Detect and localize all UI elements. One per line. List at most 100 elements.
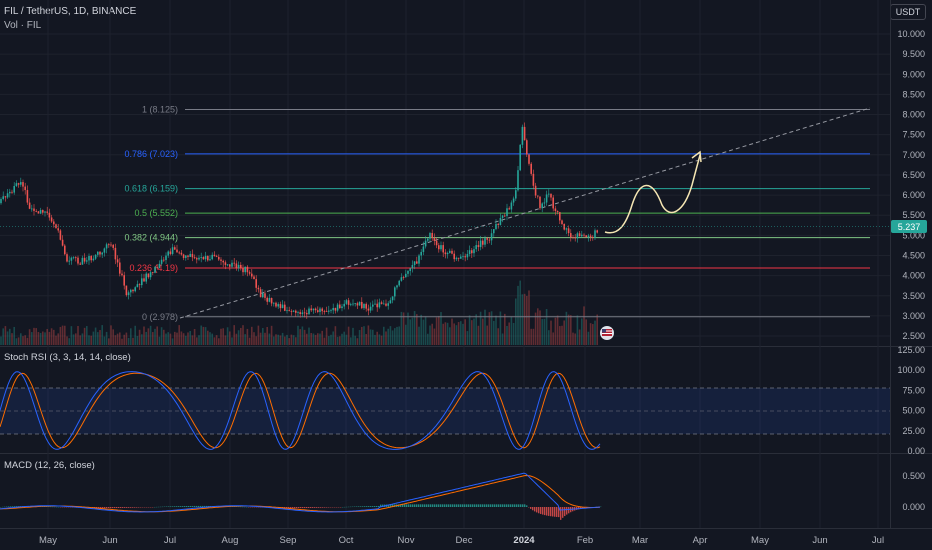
volume-bar (108, 338, 110, 345)
candle-body (17, 183, 20, 185)
volume-bar (471, 320, 473, 345)
macd-histogram-bar (370, 506, 372, 507)
volume-bar (585, 319, 587, 345)
macd-histogram-bar (530, 507, 532, 509)
symbol-title[interactable]: FIL / TetherUS, 1D, BINANCE (4, 6, 137, 17)
macd-histogram-bar (412, 504, 414, 507)
candle-body (354, 303, 356, 304)
candle-body (0, 199, 2, 204)
candle-body (372, 304, 374, 307)
volume-label[interactable]: Vol · FIL (4, 20, 42, 31)
macd-histogram-bar (554, 507, 556, 517)
fib-level-label: 0.5 (5.552) (134, 208, 178, 218)
macd-histogram-bar (288, 507, 290, 509)
macd-histogram-bar (444, 504, 446, 507)
candle-body (189, 253, 191, 257)
volume-bar (246, 328, 249, 345)
macd-histogram-bar (198, 505, 200, 507)
volume-bar (297, 325, 299, 345)
candle-body (427, 238, 429, 241)
volume-bar (416, 314, 418, 345)
volume-bars (0, 280, 598, 345)
candle-body (229, 264, 231, 267)
volume-bar (396, 326, 398, 345)
candle-body (35, 210, 37, 212)
volume-bar (308, 327, 310, 345)
volume-bar (374, 334, 376, 345)
volume-bar (33, 327, 35, 345)
candle-body (310, 308, 312, 311)
candle-body (523, 126, 526, 141)
macd-histogram-bar (566, 507, 568, 515)
volume-bar (554, 317, 557, 345)
dashed-trend-line[interactable] (179, 107, 871, 319)
volume-bar (182, 333, 185, 345)
candle-body (561, 220, 563, 224)
volume-bar (356, 338, 359, 345)
macd-histogram-bar (458, 504, 460, 507)
stoch-label[interactable]: Stoch RSI (3, 3, 14, 14, close) (4, 352, 131, 363)
volume-bar (543, 318, 546, 345)
volume-bar (462, 323, 464, 345)
volume-bar (0, 336, 2, 345)
macd-histogram-bar (136, 507, 138, 508)
time-tick-label: Feb (577, 535, 593, 546)
macd-histogram-bar (472, 504, 474, 507)
candle-body (248, 272, 251, 274)
volume-bar (576, 315, 579, 345)
fib-retracement[interactable]: 1 (8.125) 0.786 (7.023) 0.618 (6.159) 0.5 (… (124, 105, 870, 322)
volume-bar (229, 331, 231, 345)
time-axis[interactable]: May Jun Jul Aug Sep Oct Nov Dec 2024 Feb Mar Apr May… (39, 535, 884, 546)
candle-body (499, 217, 502, 225)
candle-body (508, 208, 510, 210)
trend-line[interactable] (179, 107, 871, 319)
event-badge[interactable] (600, 326, 614, 340)
volume-bar (53, 329, 55, 345)
volume-bar (369, 329, 372, 345)
macd-histogram-bar (186, 506, 188, 507)
volume-bar (594, 320, 596, 345)
stoch-tick-label: 100.00 (897, 365, 925, 375)
volume-bar (528, 290, 530, 345)
candle-body (411, 265, 414, 269)
candle-body (583, 234, 585, 236)
candle-body (196, 258, 198, 260)
macd-histogram-bar (360, 506, 362, 507)
volume-bar (460, 321, 462, 345)
price-tick-label: 9.000 (902, 69, 925, 79)
candle-body (532, 173, 535, 186)
volume-bar (149, 325, 152, 345)
candle-body (68, 260, 70, 262)
volume-bar (383, 326, 385, 345)
volume-bar (449, 327, 451, 345)
volume-bar (411, 317, 414, 345)
volume-bar (15, 338, 18, 345)
candle-body (42, 210, 44, 213)
volume-bar (455, 325, 458, 345)
macd-histogram-bar (544, 507, 546, 516)
candle-body (200, 256, 202, 258)
volume-bar (57, 333, 59, 345)
volume-bar (365, 334, 367, 345)
candle-body (105, 244, 108, 249)
candle-body (26, 190, 29, 203)
volume-bar (141, 334, 143, 345)
macd-histogram-bar (118, 507, 120, 508)
grid (0, 0, 890, 528)
macd-histogram-bar (292, 507, 294, 509)
volume-bar (312, 333, 315, 345)
macd-histogram-bar (200, 505, 202, 507)
macd-histogram-bar (284, 507, 286, 509)
projected-curve[interactable] (604, 154, 701, 234)
macd-histogram-bar (474, 504, 476, 507)
macd-label[interactable]: MACD (12, 26, close) (4, 460, 95, 471)
price-axis[interactable]: 10.000 9.500 9.000 8.500 8.000 7.500 7.000 6.50… (897, 29, 925, 341)
candle-body (374, 303, 376, 305)
projection-path[interactable] (604, 150, 702, 234)
volume-bar (180, 331, 183, 345)
macd-histogram-bar (130, 507, 132, 508)
volume-bar (288, 338, 290, 345)
time-tick-label: Mar (632, 535, 648, 546)
volume-bar (88, 335, 90, 345)
